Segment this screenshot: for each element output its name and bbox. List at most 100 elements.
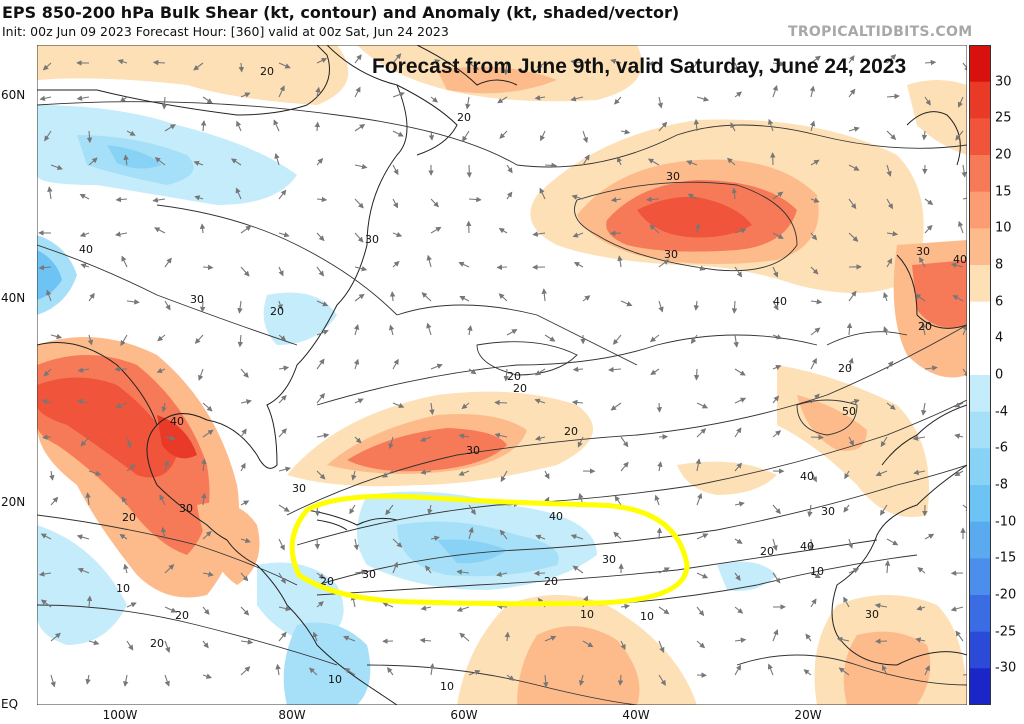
anomaly-vector (40, 599, 52, 608)
anomaly-vector (506, 329, 518, 336)
anomaly-vector (316, 300, 329, 307)
anomaly-vector (41, 434, 52, 441)
anomaly-vector (772, 300, 779, 311)
colorbar-swatch (969, 338, 991, 376)
anomaly-vector (154, 227, 166, 234)
anomaly-vector (119, 96, 128, 103)
anomaly-vector (496, 603, 508, 610)
anomaly-vector (154, 157, 166, 166)
anomaly-vector (689, 62, 698, 74)
anomaly-vector (462, 130, 470, 142)
anomaly-vector (582, 295, 591, 302)
anomaly-vector (848, 198, 857, 210)
anomaly-vector (957, 96, 964, 108)
anomaly-vector (425, 565, 432, 574)
anomaly-vector (468, 368, 477, 375)
anomaly-vector (535, 534, 546, 540)
anomaly-vector (427, 504, 433, 515)
anomaly-vector (85, 674, 91, 685)
anomaly-vector (613, 531, 622, 540)
anomaly-vector (202, 640, 209, 649)
anomaly-vector (772, 85, 778, 98)
anomaly-vector (152, 197, 166, 203)
anomaly-vector (41, 399, 52, 405)
anomaly-vector (467, 325, 473, 336)
anomaly-vector (43, 368, 52, 377)
anomaly-vector (458, 470, 470, 476)
anomaly-vector (430, 59, 441, 65)
anomaly-vector (650, 368, 660, 376)
anomaly-vector (962, 674, 967, 676)
anomaly-vector (126, 640, 134, 651)
anomaly-vector (810, 357, 817, 370)
anomaly-vector (382, 602, 394, 608)
anomaly-vector (582, 154, 590, 166)
anomaly-vector (316, 196, 328, 203)
anomaly-vector (240, 368, 249, 378)
anomaly-vector (848, 55, 855, 64)
anomaly-vector (119, 533, 128, 540)
anomaly-vector (734, 501, 745, 507)
contour-label: 30 (821, 505, 835, 518)
anomaly-vector (77, 398, 90, 405)
anomaly-vector (954, 402, 964, 408)
anomaly-vector (772, 538, 778, 551)
anomaly-vector (459, 295, 470, 302)
anomaly-vector (843, 504, 850, 513)
anomaly-vector (810, 232, 818, 241)
anomaly-vector (240, 225, 252, 234)
colorbar-swatch (969, 81, 991, 119)
anomaly-vector (114, 231, 128, 237)
anomaly-vector (50, 632, 61, 642)
contour-label: 40 (773, 295, 787, 308)
anomaly-vector (316, 266, 325, 277)
anomaly-vector (886, 538, 899, 546)
anomaly-vector (610, 58, 622, 65)
contour-label: 20 (513, 382, 527, 395)
anomaly-vector (961, 164, 967, 178)
anomaly-vector (316, 601, 324, 608)
anomaly-vector (610, 402, 622, 411)
anomaly-vector (273, 119, 280, 132)
anomaly-vector (614, 495, 622, 506)
anomaly-vector (838, 667, 850, 676)
anomaly-vector (874, 603, 888, 609)
contour-label: 30 (190, 293, 204, 306)
anomaly-vector (539, 187, 546, 200)
anomaly-vector (240, 639, 254, 645)
colorbar-tick-label: -30 (995, 660, 1017, 676)
anomaly-vector (952, 295, 964, 302)
anomaly-vector (962, 368, 967, 378)
anomaly-vector (39, 95, 52, 102)
anomaly-vector (123, 674, 129, 687)
colorbar-swatch (969, 191, 991, 229)
anomaly-vector (772, 334, 783, 340)
anomaly-vector (924, 365, 938, 371)
anomaly-vector (881, 664, 888, 676)
anomaly-vector (847, 538, 854, 549)
contour-label: 20 (838, 362, 852, 375)
anomaly-vector (772, 364, 782, 370)
anomaly-vector (152, 59, 166, 66)
anomaly-vector (921, 402, 927, 416)
anomaly-vector (126, 299, 140, 305)
anomaly-vector (77, 567, 90, 574)
anomaly-vector (534, 95, 546, 101)
anomaly-vector (392, 53, 402, 64)
anomaly-vector (914, 293, 926, 302)
anomaly-vector (810, 327, 821, 336)
anomaly-vector (49, 470, 55, 481)
anomaly-vector (392, 91, 405, 98)
anomaly-vector (240, 92, 251, 98)
anomaly-vector (884, 560, 891, 574)
anomaly-vector (540, 130, 546, 142)
anomaly-vector (86, 130, 93, 144)
anomaly-vector (657, 461, 663, 472)
anomaly-vector (354, 398, 364, 404)
anomaly-vector (353, 538, 359, 551)
anomaly-vector (886, 258, 893, 268)
anomaly-vector (240, 537, 251, 544)
anomaly-vector (647, 60, 660, 67)
contour-label: 30 (916, 245, 930, 258)
anomaly-vector (468, 196, 482, 203)
